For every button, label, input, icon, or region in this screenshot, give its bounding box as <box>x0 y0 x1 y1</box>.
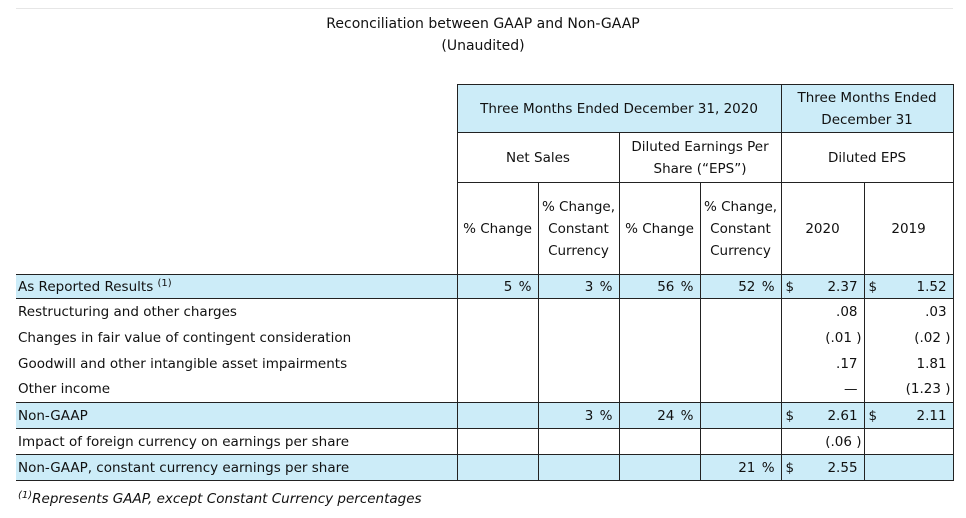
dollar-sign-2020: $ <box>781 274 806 299</box>
header-diluted-eps: Diluted EPS <box>781 132 954 183</box>
eps-2019: .03 <box>888 298 954 325</box>
footnote-marker: (1) <box>157 278 172 289</box>
eps-2020: .17 <box>805 350 865 377</box>
header-pct-change-cc-sales: % Change, Constant Currency <box>538 182 620 275</box>
eps-2020: (.06 <box>825 433 852 450</box>
title-line-2: (Unaudited) <box>441 38 525 54</box>
table-row: As Reported Results (1) 5 % 3 % 56 % 52 … <box>16 274 954 299</box>
table-row: Changes in fair value of contingent cons… <box>16 324 954 351</box>
eps-2019: 1.52 <box>888 274 954 299</box>
row-label: Non-GAAP <box>16 402 457 429</box>
table-row: Non-GAAP 3 % 24 % $ 2.61 $ 2.11 <box>16 402 954 429</box>
row-label: Other income <box>18 381 111 398</box>
dollar-sign-2019: $ <box>864 274 889 299</box>
eps-2020: 2.61 <box>805 402 865 429</box>
eps-2019: (.02 <box>914 329 941 346</box>
row-label: Goodwill and other intangible asset impa… <box>18 355 348 372</box>
header-diluted-eps-per-share: Diluted Earnings Per Share (“EPS”) <box>619 132 782 183</box>
header-year-2019: 2019 <box>864 182 954 275</box>
header-net-sales: Net Sales <box>456 132 620 183</box>
eps-2020: .08 <box>805 298 865 325</box>
footnote: (1)Represents GAAP, except Constant Curr… <box>18 490 422 507</box>
reconciliation-table: Three Months Ended December 31, 2020 Thr… <box>16 84 954 481</box>
eps-2019: (1.23 <box>905 381 941 398</box>
table-row: Impact of foreign currency on earnings p… <box>16 428 954 455</box>
header-pct-change-sales: % Change <box>456 182 539 275</box>
eps-2020: 2.55 <box>805 454 865 481</box>
header-row-1: Three Months Ended December 31, 2020 Thr… <box>16 84 954 133</box>
title-line-1: Reconciliation between GAAP and Non-GAAP <box>326 16 640 32</box>
eps-pct-change-cc: 21 <box>738 459 756 476</box>
net-sales-pct-change-cc: 3 <box>584 278 594 295</box>
row-label: As Reported Results <box>18 279 154 295</box>
header-pct-change-cc-eps: % Change, Constant Currency <box>700 182 782 275</box>
table-row: Restructuring and other charges .08 .03 <box>16 298 954 325</box>
eps-2020: 2.37 <box>805 274 865 299</box>
header-row-2: Net Sales Diluted Earnings Per Share (“E… <box>16 132 954 183</box>
row-label: Changes in fair value of contingent cons… <box>18 329 352 346</box>
table-row: Other income — (1.23 ) <box>16 376 954 403</box>
row-label: Impact of foreign currency on earnings p… <box>18 433 350 450</box>
header-pct-change-eps: % Change <box>619 182 701 275</box>
eps-pct-change: 24 <box>657 407 675 424</box>
row-label: Non-GAAP, constant currency earnings per… <box>16 454 457 481</box>
eps-2019: 2.11 <box>888 402 954 429</box>
footnote-text: Represents GAAP, except Constant Currenc… <box>32 491 422 507</box>
dollar-sign-2019: $ <box>864 402 889 429</box>
table-row: Goodwill and other intangible asset impa… <box>16 350 954 377</box>
eps-2019: 1.81 <box>888 350 954 377</box>
row-label: Restructuring and other charges <box>18 303 237 320</box>
dollar-sign-2020: $ <box>781 402 806 429</box>
top-rule <box>16 8 953 9</box>
net-sales-pct-change: 5 <box>503 278 513 295</box>
footnote-marker: (1) <box>18 490 33 501</box>
eps-2020: — <box>805 376 865 403</box>
net-sales-pct-change-cc: 3 <box>584 407 594 424</box>
eps-pct-change-cc: 52 <box>738 278 756 295</box>
table-row: Non-GAAP, constant currency earnings per… <box>16 454 954 481</box>
header-three-months-dec31: Three Months Ended December 31 <box>781 84 954 133</box>
dollar-sign-2020: $ <box>781 454 806 481</box>
header-year-2020: 2020 <box>781 182 865 275</box>
header-row-3: % Change % Change, Constant Currency % C… <box>16 182 954 275</box>
header-three-months-2020: Three Months Ended December 31, 2020 <box>456 84 782 133</box>
eps-2020: (.01 <box>825 329 852 346</box>
eps-pct-change: 56 <box>657 278 675 295</box>
